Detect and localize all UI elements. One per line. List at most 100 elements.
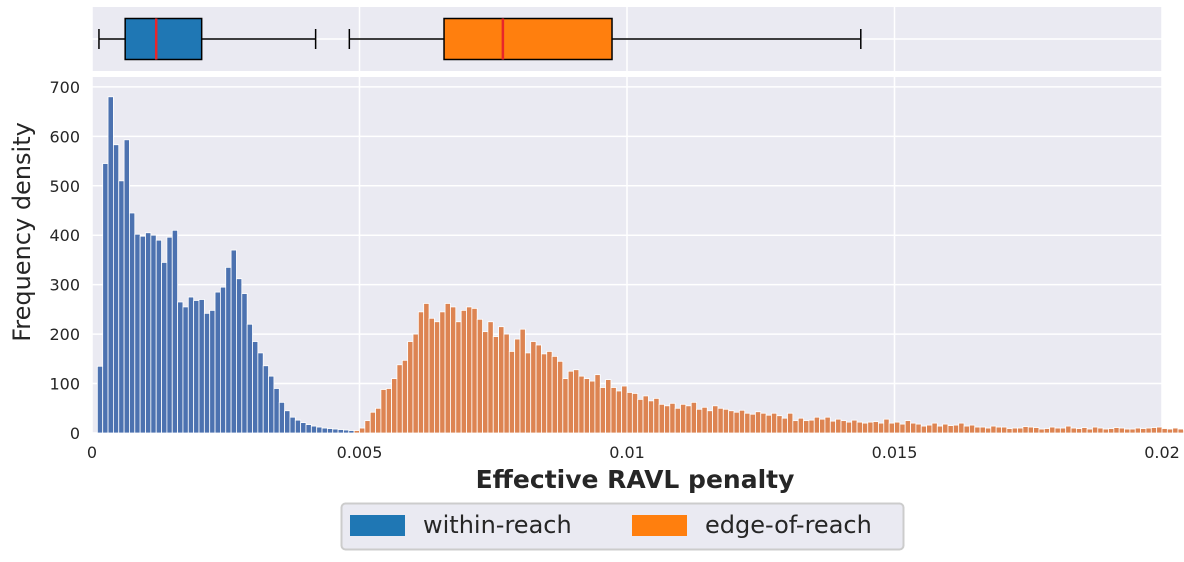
x-tick-label: 0.02 [1144,443,1180,462]
hist-bar-edge-of-reach-76 [760,412,767,434]
hist-bar-edge-of-reach-130 [1049,426,1056,434]
hist-bar-edge-of-reach-65 [701,406,708,434]
y-tick-label: 0 [70,424,80,443]
hist-bar-edge-of-reach-87 [819,418,826,434]
hist-bar-edge-of-reach-2 [364,420,371,434]
hist-bar-within-reach-15 [177,301,184,434]
hist-bar-edge-of-reach-35 [541,353,548,434]
hist-bar-edge-of-reach-45 [594,374,601,434]
hist-bar-within-reach-32 [268,375,275,434]
hist-bar-edge-of-reach-39 [562,378,569,434]
hist-bar-edge-of-reach-12 [417,311,425,434]
hist-bar-within-reach-4 [118,180,125,434]
hist-bar-edge-of-reach-15 [433,321,441,434]
hist-bar-within-reach-6 [129,212,136,434]
hist-bar-edge-of-reach-29 [508,351,516,434]
hist-bar-within-reach-28 [246,323,253,434]
hist-bar-edge-of-reach-149 [1150,427,1158,434]
hist-bar-edge-of-reach-8 [396,364,403,434]
x-tick-label: 0.01 [609,443,645,462]
hist-bar-edge-of-reach-24 [482,331,489,434]
hist-bar-within-reach-26 [236,278,243,434]
hist-bar-edge-of-reach-82 [792,420,799,434]
hist-bar-edge-of-reach-119 [990,425,997,434]
hist-bar-within-reach-36 [289,416,296,434]
hist-bar-edge-of-reach-52 [631,393,639,434]
hist-bar-edge-of-reach-31 [519,328,526,434]
hist-bar-edge-of-reach-108 [931,422,938,434]
hist-bar-within-reach-45 [337,429,344,434]
hist-bar-edge-of-reach-67 [712,405,719,434]
hist-bar-edge-of-reach-120 [995,426,1002,434]
hist-bar-edge-of-reach-123 [1011,427,1018,434]
hist-bar-within-reach-30 [257,352,264,434]
legend-frame [340,502,905,551]
hist-bar-edge-of-reach-88 [824,416,831,434]
hist-bar-within-reach-46 [343,429,350,434]
hist-bar-edge-of-reach-10 [407,341,414,434]
hist-bar-edge-of-reach-79 [776,415,783,434]
hist-bar-edge-of-reach-72 [738,409,746,434]
hist-bar-edge-of-reach-21 [466,306,473,434]
hist-bar-edge-of-reach-99 [883,418,890,434]
hist-bar-edge-of-reach-112 [952,424,960,434]
legend-swatch-edge-of-reach [632,515,687,536]
hist-bar-edge-of-reach-38 [557,360,564,434]
hist-bar-within-reach-43 [326,428,334,434]
y-tick-label: 300 [49,276,80,295]
hist-bar-edge-of-reach-111 [947,425,954,434]
hist-bar-within-reach-29 [252,341,259,434]
hist-bar-edge-of-reach-83 [797,417,804,434]
hist-bar-edge-of-reach-27 [498,326,505,434]
hist-bar-edge-of-reach-16 [439,311,446,434]
hist-bar-edge-of-reach-127 [1033,427,1040,434]
hist-bar-edge-of-reach-57 [658,403,665,434]
hist-bar-edge-of-reach-148 [1145,427,1152,434]
hist-bar-edge-of-reach-23 [476,318,483,434]
hist-bar-within-reach-18 [193,300,200,434]
hist-bar-within-reach-41 [316,426,323,434]
hist-bar-within-reach-24 [225,266,232,434]
hist-bar-edge-of-reach-19 [455,321,462,434]
hist-bar-edge-of-reach-55 [648,400,655,434]
hist-bar-edge-of-reach-136 [1081,427,1088,434]
hist-bar-edge-of-reach-134 [1070,427,1077,434]
hist-bar-edge-of-reach-68 [717,407,724,434]
hist-bar-edge-of-reach-73 [744,412,751,434]
hist-bar-within-reach-11 [155,239,162,434]
legend: within-reach edge-of-reach [340,502,905,551]
hist-bar-edge-of-reach-98 [878,422,885,434]
hist-bar-within-reach-21 [209,309,216,434]
hist-bar-within-reach-10 [150,234,157,434]
x-tick-labels: 0 0.005 0.01 0.015 0.02 [87,443,1180,462]
hist-bar-within-reach-34 [278,401,285,434]
hist-bar-edge-of-reach-135 [1076,428,1083,434]
hist-bar-edge-of-reach-48 [610,387,617,434]
hist-bar-edge-of-reach-129 [1043,428,1051,434]
hist-bar-edge-of-reach-62 [685,405,692,434]
hist-bar-within-reach-0 [96,365,104,434]
hist-bar-within-reach-12 [161,262,168,434]
hist-bar-edge-of-reach-56 [653,397,660,434]
hist-bar-edge-of-reach-115 [969,424,976,434]
hist-bar-edge-of-reach-63 [690,401,697,434]
hist-bar-edge-of-reach-30 [514,338,521,434]
legend-label-edge-of-reach: edge-of-reach [705,511,872,539]
hist-bar-edge-of-reach-7 [391,378,398,434]
hist-bar-edge-of-reach-153 [1172,427,1179,434]
hist-bar-edge-of-reach-53 [637,398,644,434]
hist-bar-within-reach-13 [166,236,173,434]
y-tick-label: 100 [49,375,80,394]
hist-bar-edge-of-reach-86 [813,416,820,434]
hist-bar-within-reach-31 [262,365,269,434]
hist-bar-edge-of-reach-110 [942,423,949,434]
hist-bar-edge-of-reach-25 [487,321,494,434]
hist-bar-edge-of-reach-51 [626,392,633,434]
hist-bar-edge-of-reach-28 [503,333,510,434]
hist-bar-edge-of-reach-133 [1065,425,1072,434]
hist-bar-edge-of-reach-151 [1161,428,1168,434]
hist-bar-edge-of-reach-137 [1086,428,1093,434]
box-within-reach [124,17,203,61]
hist-bar-within-reach-23 [219,286,227,434]
